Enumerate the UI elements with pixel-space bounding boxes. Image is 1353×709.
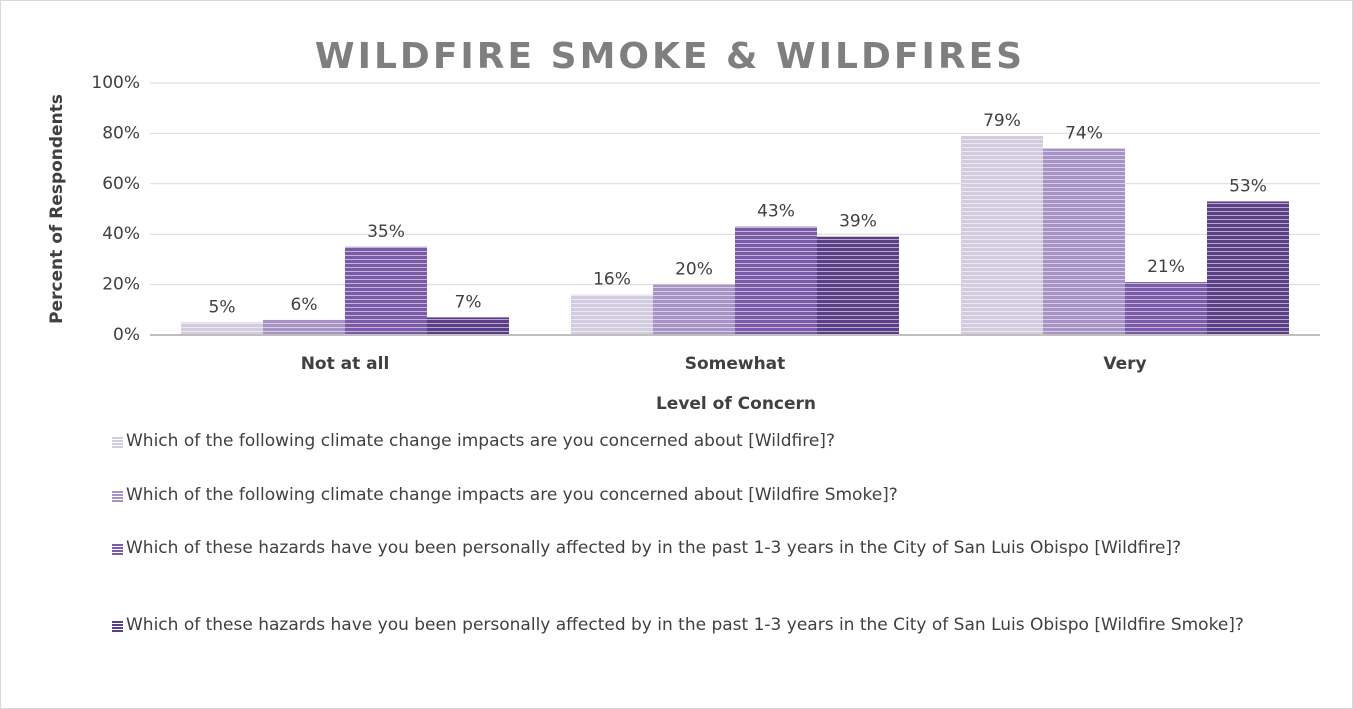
value-label: 7% [455,292,482,312]
legend-label: Which of the following climate change im… [126,485,898,505]
value-label: 6% [291,295,318,315]
x-tick-label: Very [1103,354,1146,374]
bar [961,135,1043,335]
x-tick-label: Somewhat [685,354,786,374]
value-label: 16% [593,270,631,290]
bar [427,317,509,335]
bar [653,284,735,335]
bar [263,319,345,335]
y-tick-label: 0% [113,325,140,345]
legend-swatch [112,437,123,448]
y-tick-label: 60% [102,174,140,194]
y-axis-label: Percent of Respondents [47,94,67,324]
value-label: 20% [675,260,713,280]
legend-item: Which of the following climate change im… [112,484,1316,507]
legend-item: Which of these hazards have you been per… [112,537,1316,560]
bar [345,246,427,335]
legend-item: Which of the following climate change im… [112,430,1316,453]
bar [181,322,263,335]
value-label: 35% [367,222,405,242]
chart-title: WILDFIRE SMOKE & WILDFIRES [315,36,1025,77]
bar [1043,148,1125,335]
y-tick-label: 100% [91,73,140,93]
value-label: 53% [1229,176,1267,196]
value-label: 21% [1147,257,1185,277]
bar [571,294,653,335]
legend-label: Which of these hazards have you been per… [126,538,1182,558]
y-tick-label: 20% [102,275,140,295]
bar [1207,201,1289,335]
legend-swatch [112,491,123,502]
value-label: 74% [1065,124,1103,144]
legend-swatch [112,621,123,632]
bar [1125,282,1207,335]
value-label: 5% [209,297,236,317]
value-label: 39% [839,212,877,232]
bar [735,226,817,335]
x-tick-label: Not at all [301,354,390,374]
legend-label: Which of these hazards have you been per… [126,615,1244,635]
y-tick-label: 40% [102,224,140,244]
legend-item: Which of these hazards have you been per… [112,614,1316,637]
legend-label: Which of the following climate change im… [126,431,835,451]
y-tick-label: 80% [102,123,140,143]
legend-swatch [112,544,123,555]
value-label: 43% [757,202,795,222]
bar [817,236,899,335]
x-axis-label: Level of Concern [656,394,816,414]
value-label: 79% [983,111,1021,131]
